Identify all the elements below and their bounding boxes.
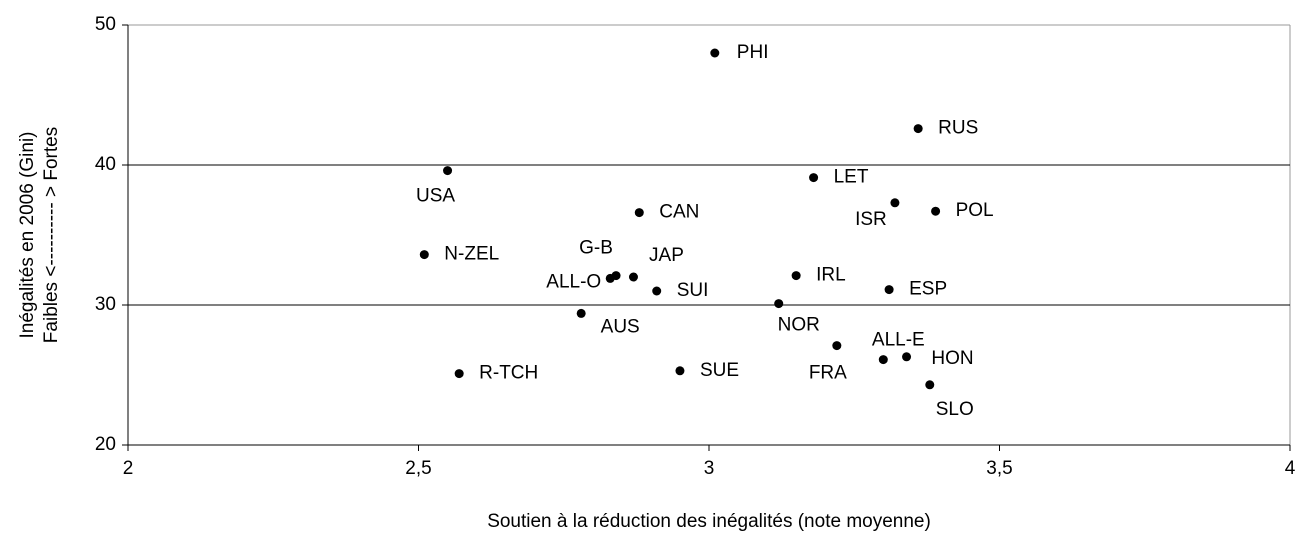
point-label: IRL	[816, 265, 846, 286]
point	[890, 198, 900, 208]
point	[774, 299, 784, 309]
y-axis-label: Inégalités en 2006 (Gini)	[17, 131, 38, 338]
x-tick-label: 4	[1285, 458, 1296, 479]
point	[791, 271, 801, 281]
point-label: CAN	[659, 202, 699, 223]
point	[605, 273, 615, 283]
point-label: SUE	[700, 360, 739, 381]
point-label: LET	[834, 167, 869, 188]
point-label: N-ZEL	[444, 244, 499, 265]
point-label: SUI	[677, 280, 709, 301]
point	[634, 208, 644, 218]
y-tick-label: 40	[95, 154, 116, 175]
point-label: ALL-O	[546, 271, 601, 292]
y-tick-label: 20	[95, 434, 116, 455]
x-axis-label: Soutien à la réduction des inégalités (n…	[487, 511, 931, 532]
point	[832, 341, 842, 351]
point	[878, 355, 888, 365]
point	[884, 285, 894, 295]
point-label: AUS	[601, 316, 640, 337]
point	[454, 369, 464, 379]
point-label: G-B	[579, 238, 613, 259]
point-label: R-TCH	[479, 363, 538, 384]
point-label: FRA	[809, 363, 847, 384]
point-label: NOR	[778, 315, 820, 336]
y-tick-label: 30	[95, 294, 116, 315]
point-label: SLO	[936, 399, 974, 420]
y-tick-label: 50	[95, 14, 116, 35]
point-label: HON	[931, 348, 973, 369]
x-tick-label: 3,5	[986, 458, 1012, 479]
point	[710, 48, 720, 58]
point	[925, 380, 935, 390]
point	[576, 308, 586, 318]
point-label: JAP	[649, 245, 684, 266]
point-label: ESP	[909, 279, 947, 300]
point	[902, 352, 912, 362]
x-tick-label: 2	[123, 458, 134, 479]
point	[419, 250, 429, 260]
point	[652, 286, 662, 296]
point-label: ISR	[855, 209, 887, 230]
point	[809, 173, 819, 183]
x-tick-label: 3	[704, 458, 715, 479]
point	[628, 272, 638, 282]
point-label: RUS	[938, 118, 978, 139]
point	[931, 206, 941, 216]
y-axis-label: Faibles <---------- > Fortes	[41, 127, 62, 343]
x-tick-label: 2,5	[405, 458, 431, 479]
point-label: USA	[416, 186, 455, 207]
point-label: ALL-E	[872, 330, 925, 351]
point-label: POL	[956, 200, 994, 221]
point	[913, 124, 923, 134]
point	[443, 166, 453, 176]
point	[675, 366, 685, 376]
point-label: PHI	[737, 42, 769, 63]
